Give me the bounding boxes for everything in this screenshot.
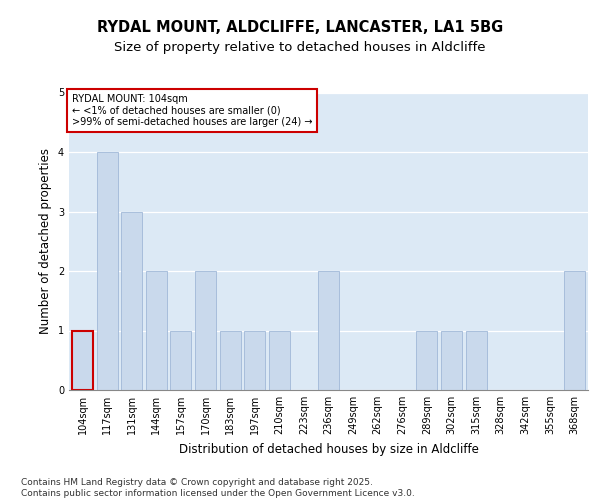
Text: Contains HM Land Registry data © Crown copyright and database right 2025.
Contai: Contains HM Land Registry data © Crown c… bbox=[21, 478, 415, 498]
Bar bbox=[72, 330, 93, 390]
Bar bbox=[121, 212, 142, 390]
Text: Size of property relative to detached houses in Aldcliffe: Size of property relative to detached ho… bbox=[114, 41, 486, 54]
Bar bbox=[97, 152, 118, 390]
Text: RYDAL MOUNT, ALDCLIFFE, LANCASTER, LA1 5BG: RYDAL MOUNT, ALDCLIFFE, LANCASTER, LA1 5… bbox=[97, 20, 503, 35]
Y-axis label: Number of detached properties: Number of detached properties bbox=[40, 148, 52, 334]
Bar bbox=[416, 330, 437, 390]
Bar bbox=[318, 271, 339, 390]
Text: RYDAL MOUNT: 104sqm
← <1% of detached houses are smaller (0)
>99% of semi-detach: RYDAL MOUNT: 104sqm ← <1% of detached ho… bbox=[71, 94, 312, 127]
Bar bbox=[220, 330, 241, 390]
Bar bbox=[146, 271, 167, 390]
Bar bbox=[564, 271, 585, 390]
X-axis label: Distribution of detached houses by size in Aldcliffe: Distribution of detached houses by size … bbox=[179, 442, 478, 456]
Bar bbox=[269, 330, 290, 390]
Bar bbox=[170, 330, 191, 390]
Bar bbox=[441, 330, 462, 390]
Bar bbox=[466, 330, 487, 390]
Bar bbox=[195, 271, 216, 390]
Bar bbox=[244, 330, 265, 390]
